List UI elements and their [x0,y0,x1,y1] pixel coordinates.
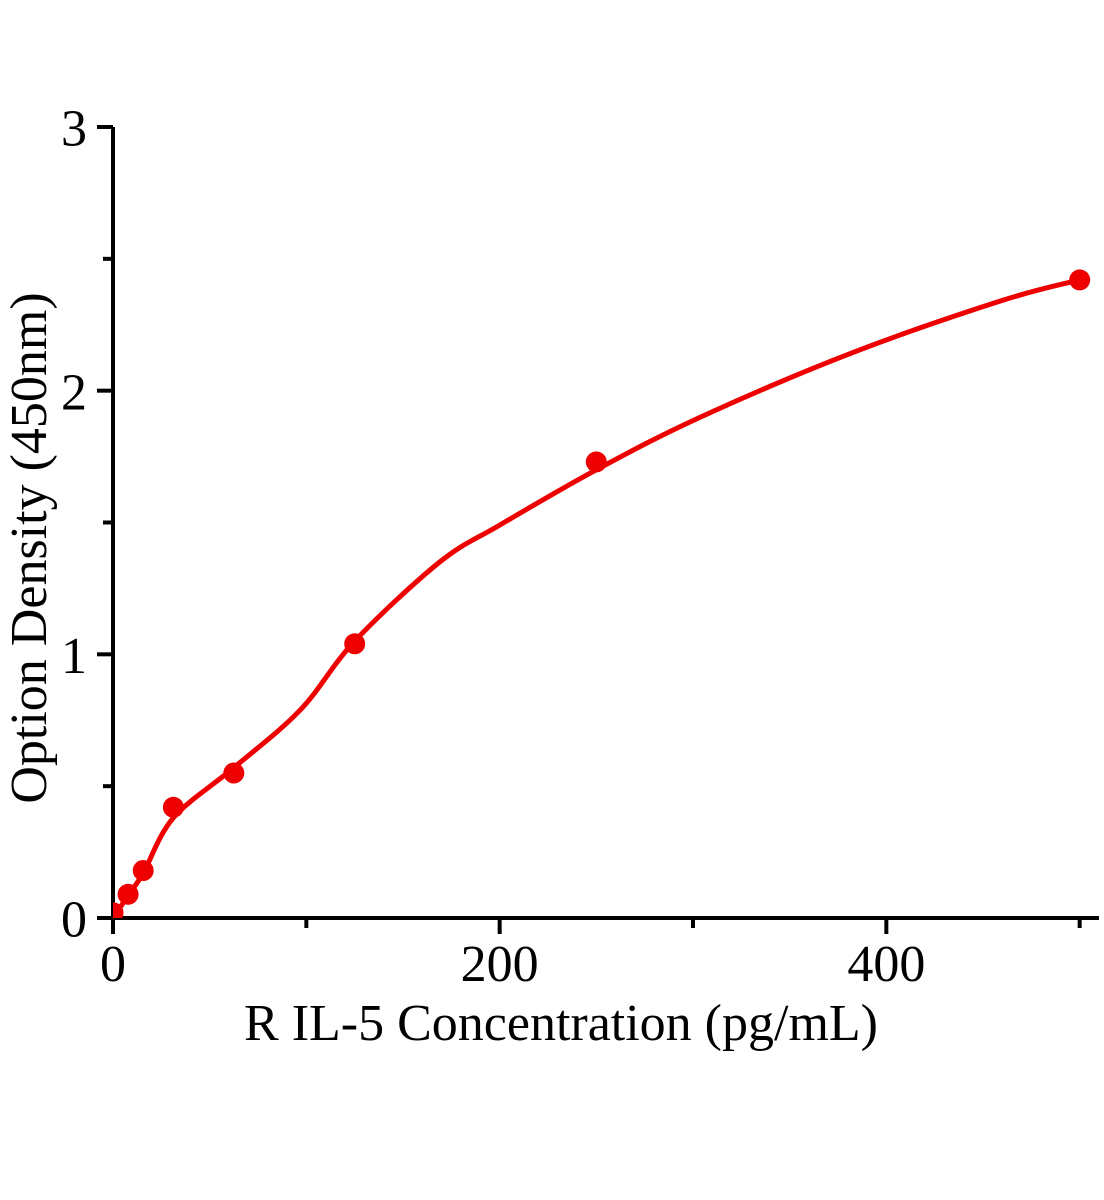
axis-lines [111,127,1099,920]
y-tick-label: 2 [61,364,87,421]
x-tick-label: 400 [847,936,925,993]
data-point [223,762,245,784]
fit-curve [113,277,1083,918]
data-point [1069,269,1091,291]
y-tick-label: 0 [61,892,87,949]
y-tick-label: 3 [61,101,87,158]
y-tick-label: 1 [61,628,87,685]
data-point [585,451,607,473]
data-point [117,883,139,905]
data-point [132,860,154,881]
plot-area: 0 200 400 0 1 2 3 [61,101,1099,993]
x-tick-label: 200 [461,936,539,993]
data-point [113,902,124,918]
y-axis-title: Option Density (450nm) [1,292,58,803]
series-group [113,269,1091,918]
data-point [344,633,366,655]
data-point [162,796,184,818]
x-axis-title: R IL-5 Concentration (pg/mL) [244,995,878,1052]
x-tick-label: 0 [100,936,126,993]
